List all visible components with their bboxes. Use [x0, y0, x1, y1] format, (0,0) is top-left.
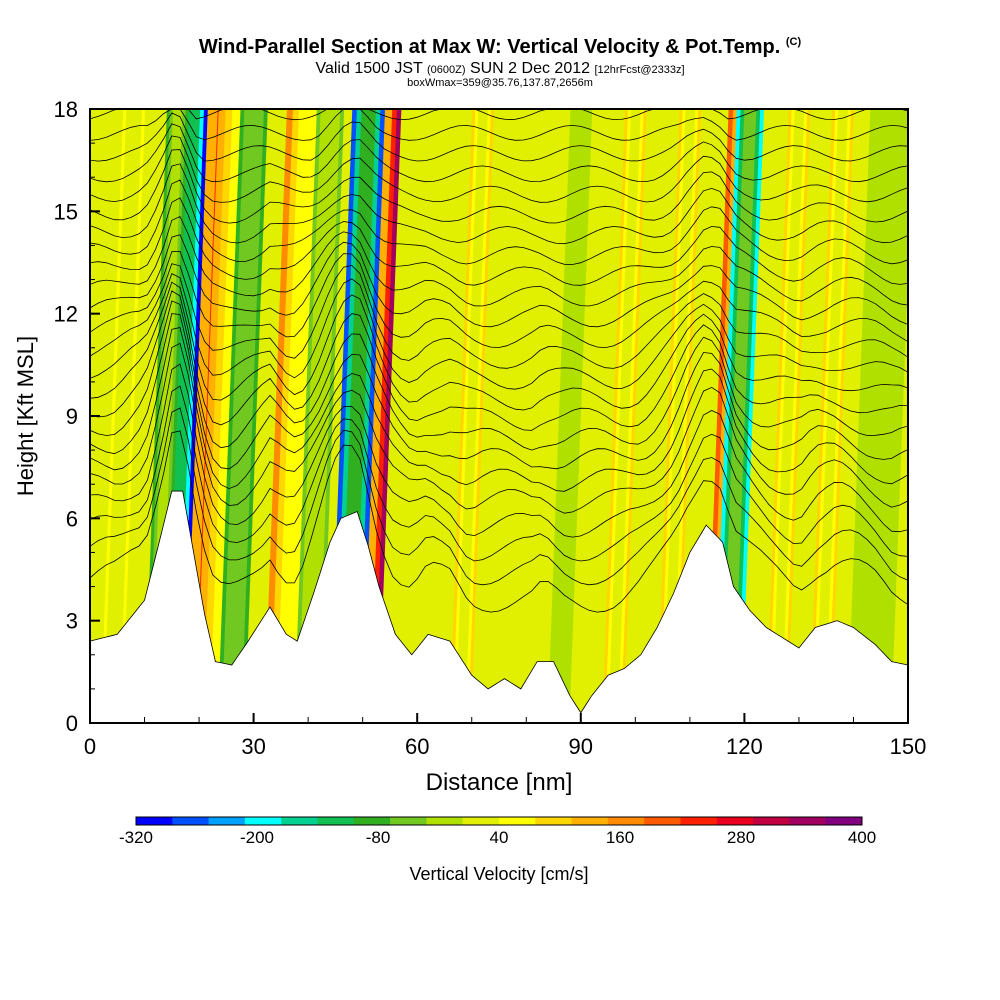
isentrope-line	[90, 179, 908, 265]
isentrope-line	[90, 385, 908, 562]
colorbar-swatch	[426, 817, 464, 825]
isentrope-line	[90, 327, 908, 492]
isentrope-line	[90, 250, 908, 349]
isentrope-line	[90, 215, 908, 307]
colorbar-swatch	[353, 817, 391, 825]
x-tick-label: 120	[726, 734, 763, 759]
isentrope-line	[90, 197, 908, 286]
isentrope-line	[90, 300, 908, 451]
isentrope-line	[90, 123, 908, 183]
velocity-field	[90, 109, 908, 713]
y-tick-label: 12	[54, 302, 78, 327]
downdraft-band-2-layer	[225, 109, 261, 713]
colorbar-tick-label: 160	[606, 828, 634, 847]
colorbar-swatch	[244, 817, 282, 825]
colorbar-swatch	[535, 817, 573, 825]
colorbar-swatch	[680, 817, 718, 825]
isentrope-line	[90, 342, 908, 514]
colorbar-tick-label: 280	[727, 828, 755, 847]
isentrope-line	[90, 430, 908, 613]
isentrope-line	[90, 281, 908, 411]
colorbar-swatch	[317, 817, 355, 825]
downdraft-band-6-layer	[859, 109, 902, 713]
forecast-info: [12hrFcst@2333z]	[594, 64, 685, 76]
y-tick-label: 18	[54, 97, 78, 122]
downdraft-band-7-layer	[553, 109, 587, 713]
x-tick-label: 150	[890, 734, 927, 759]
y-tick-label: 9	[66, 404, 78, 429]
x-tick-label: 90	[569, 734, 593, 759]
valid-line: Valid 1500 JST (0600Z) SUN 2 Dec 2012 [1…	[0, 60, 1000, 78]
chart-title: Wind-Parallel Section at Max W: Vertical…	[0, 36, 1000, 59]
terrain-outline	[89, 490, 909, 714]
colorbar-swatch	[716, 817, 754, 825]
colorbar-swatch	[753, 817, 790, 825]
colorbar-tick-label: 40	[490, 828, 509, 847]
colorbar-tick-label: -320	[119, 828, 153, 847]
isentrope-line	[90, 290, 908, 431]
updraft-band-3-layer	[276, 109, 319, 713]
updraft-band-6-layer	[608, 109, 641, 713]
valid-time: Valid 1500 JST	[315, 60, 423, 77]
colorbar-frame	[135, 816, 863, 826]
colorbar-swatch	[281, 817, 318, 825]
downdraft-band-4-layer	[301, 109, 337, 713]
colorbar-swatch	[607, 817, 645, 825]
updraft-band-8-layer	[815, 109, 848, 713]
isentrope-line	[90, 109, 908, 141]
y-tick-label: 6	[66, 506, 78, 531]
downdraft-band-5-layer	[721, 109, 757, 713]
valid-utc: (0600Z)	[426, 64, 466, 76]
isentrope-line	[90, 407, 908, 586]
colorbar-tick-label: -80	[366, 828, 391, 847]
colorbar-swatch	[208, 817, 246, 825]
colorbar-tick-label: 400	[848, 828, 876, 847]
y-tick-label: 15	[54, 199, 78, 224]
colorbar-swatch	[172, 817, 210, 825]
isentrope-line	[90, 112, 908, 162]
colorbar-swatch	[390, 817, 427, 825]
isentrope-line	[90, 363, 908, 538]
boxwmax-line: boxWmax=359@35.76,137.87,2656m	[407, 77, 593, 89]
isentrope-line	[90, 135, 908, 203]
updraft-band-10-layer	[106, 109, 139, 713]
isentrope-line	[90, 263, 908, 369]
chart-title-mark: (C)	[785, 36, 802, 48]
colorbar-swatch	[825, 817, 863, 825]
colorbar-label: Vertical Velocity [cm/s]	[409, 864, 588, 884]
chart-title-text: Wind-Parallel Section at Max W: Vertical…	[198, 36, 781, 58]
isentrope-line	[90, 313, 908, 470]
colorbar-swatch	[499, 817, 536, 825]
isentrope-line	[90, 149, 908, 224]
y-axis-label: Height [Kft MSL]	[13, 336, 38, 496]
isentrope-line	[90, 234, 908, 328]
colorbar-swatch	[462, 817, 500, 825]
isentrope-line	[90, 163, 908, 245]
valid-date: SUN 2 Dec 2012	[469, 60, 591, 77]
updraft-band-9-layer	[662, 109, 696, 713]
updraft-band-5-layer	[455, 109, 488, 713]
x-tick-label: 60	[405, 734, 429, 759]
x-tick-label: 0	[84, 734, 96, 759]
x-axis-label: Distance [nm]	[426, 769, 573, 796]
colorbar-swatch	[571, 817, 609, 825]
isentrope-line	[90, 273, 908, 390]
x-tick-label: 30	[241, 734, 265, 759]
y-tick-label: 0	[66, 711, 78, 736]
colorbar-swatch	[136, 817, 173, 825]
colorbar-tick-label: -200	[240, 828, 274, 847]
colorbar-swatch	[644, 817, 681, 825]
y-tick-label: 3	[66, 609, 78, 634]
colorbar-swatch	[789, 817, 827, 825]
